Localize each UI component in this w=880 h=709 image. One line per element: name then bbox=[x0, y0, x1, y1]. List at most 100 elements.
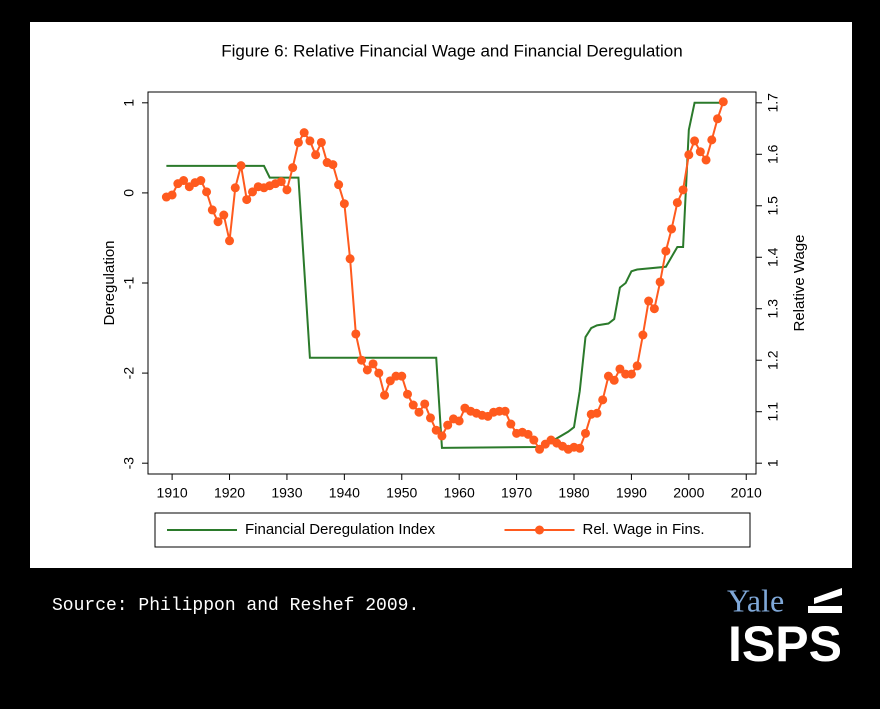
series-marker bbox=[580, 428, 590, 438]
series-marker bbox=[672, 198, 682, 208]
legend-label: Financial Deregulation Index bbox=[245, 521, 436, 538]
y2-tick-label: 1 bbox=[765, 459, 781, 467]
series-marker bbox=[179, 176, 189, 186]
x-tick-label: 1930 bbox=[271, 485, 302, 501]
series-marker bbox=[276, 177, 286, 187]
y2-tick-label: 1.4 bbox=[765, 247, 781, 267]
x-tick-label: 1910 bbox=[157, 485, 188, 501]
series-marker bbox=[368, 359, 378, 369]
series-marker bbox=[397, 371, 407, 381]
series-marker bbox=[414, 407, 424, 417]
series-marker bbox=[609, 375, 619, 385]
y-tick-label: 0 bbox=[121, 189, 137, 197]
series-marker bbox=[403, 389, 413, 399]
legend-label: Rel. Wage in Fins. bbox=[583, 521, 705, 538]
series-marker bbox=[506, 419, 516, 429]
logo-icon bbox=[808, 588, 842, 613]
series-marker bbox=[443, 420, 453, 430]
x-tick-label: 1950 bbox=[386, 485, 417, 501]
y-tick-label: -2 bbox=[121, 367, 137, 380]
series-marker bbox=[202, 187, 212, 197]
series-marker bbox=[345, 254, 355, 264]
y2-tick-label: 1.6 bbox=[765, 144, 781, 164]
x-tick-label: 1960 bbox=[444, 485, 475, 501]
series-marker bbox=[655, 277, 665, 287]
series-marker bbox=[380, 390, 390, 400]
y-tick-label: 1 bbox=[121, 99, 137, 107]
series-marker bbox=[305, 136, 315, 146]
x-tick-label: 1940 bbox=[329, 485, 360, 501]
y2-tick-label: 1.5 bbox=[765, 196, 781, 216]
series-marker bbox=[299, 128, 309, 138]
series-marker bbox=[667, 224, 677, 234]
series-marker bbox=[684, 150, 694, 160]
legend-box bbox=[154, 512, 751, 548]
y-tick-label: -3 bbox=[121, 457, 137, 470]
series-marker bbox=[247, 187, 257, 197]
x-tick-label: 1970 bbox=[501, 485, 532, 501]
series-marker bbox=[615, 364, 625, 374]
series-marker bbox=[311, 150, 321, 160]
x-tick-label: 2000 bbox=[673, 485, 704, 501]
series-marker bbox=[374, 368, 384, 378]
series-marker bbox=[230, 183, 240, 193]
series-marker bbox=[598, 395, 608, 405]
series-line bbox=[166, 101, 724, 449]
y2-tick-label: 1.1 bbox=[765, 402, 781, 422]
y2-axis-label: Relative Wage bbox=[791, 235, 808, 332]
series-marker bbox=[575, 443, 585, 453]
series-marker bbox=[535, 444, 545, 454]
y2-tick-label: 1.2 bbox=[765, 350, 781, 370]
legend-marker bbox=[535, 525, 544, 535]
series-marker bbox=[626, 369, 636, 379]
series-marker bbox=[328, 160, 338, 170]
series-marker bbox=[454, 416, 464, 426]
series-marker bbox=[362, 365, 372, 375]
series-marker bbox=[288, 163, 298, 173]
series-marker bbox=[661, 246, 671, 256]
series-marker bbox=[632, 361, 642, 371]
series-marker bbox=[334, 180, 344, 190]
x-tick-label: 1920 bbox=[214, 485, 245, 501]
series-marker bbox=[718, 97, 728, 107]
series-marker bbox=[713, 114, 723, 124]
series-marker bbox=[242, 195, 252, 205]
series-marker bbox=[649, 304, 659, 314]
x-tick-label: 1980 bbox=[558, 485, 589, 501]
series-marker bbox=[225, 236, 235, 246]
series-marker bbox=[690, 136, 700, 146]
series-marker bbox=[500, 406, 510, 416]
series-marker bbox=[408, 400, 418, 410]
series-marker bbox=[523, 429, 533, 439]
series-marker bbox=[316, 137, 326, 147]
logo-bottom: ISPS bbox=[728, 616, 842, 672]
series-marker bbox=[282, 185, 292, 195]
logo-top: Yale bbox=[727, 582, 784, 618]
series-marker bbox=[695, 147, 705, 157]
series-marker bbox=[351, 329, 361, 339]
series-marker bbox=[707, 135, 717, 145]
series-marker bbox=[529, 435, 539, 445]
x-tick-label: 1990 bbox=[616, 485, 647, 501]
y-tick-label: -1 bbox=[121, 277, 137, 290]
x-tick-label: 2010 bbox=[731, 485, 762, 501]
series-marker bbox=[213, 217, 223, 227]
series-marker bbox=[678, 185, 688, 195]
y-axis-label: Deregulation bbox=[101, 240, 118, 325]
series-marker bbox=[196, 176, 206, 186]
series-marker bbox=[592, 408, 602, 418]
series-marker bbox=[701, 155, 711, 165]
chart-panel bbox=[30, 22, 852, 568]
series-marker bbox=[219, 210, 229, 220]
series-marker bbox=[207, 205, 217, 215]
series-marker bbox=[431, 425, 441, 435]
series-marker bbox=[339, 199, 349, 209]
series-marker bbox=[638, 330, 648, 340]
chart-title: Figure 6: Relative Financial Wage and Fi… bbox=[221, 41, 682, 60]
y2-tick-label: 1.3 bbox=[765, 299, 781, 319]
y2-tick-label: 1.7 bbox=[765, 93, 781, 113]
series-marker bbox=[644, 296, 654, 306]
series-marker bbox=[420, 399, 430, 409]
source-note: Source: Philippon and Reshef 2009. bbox=[52, 596, 419, 616]
